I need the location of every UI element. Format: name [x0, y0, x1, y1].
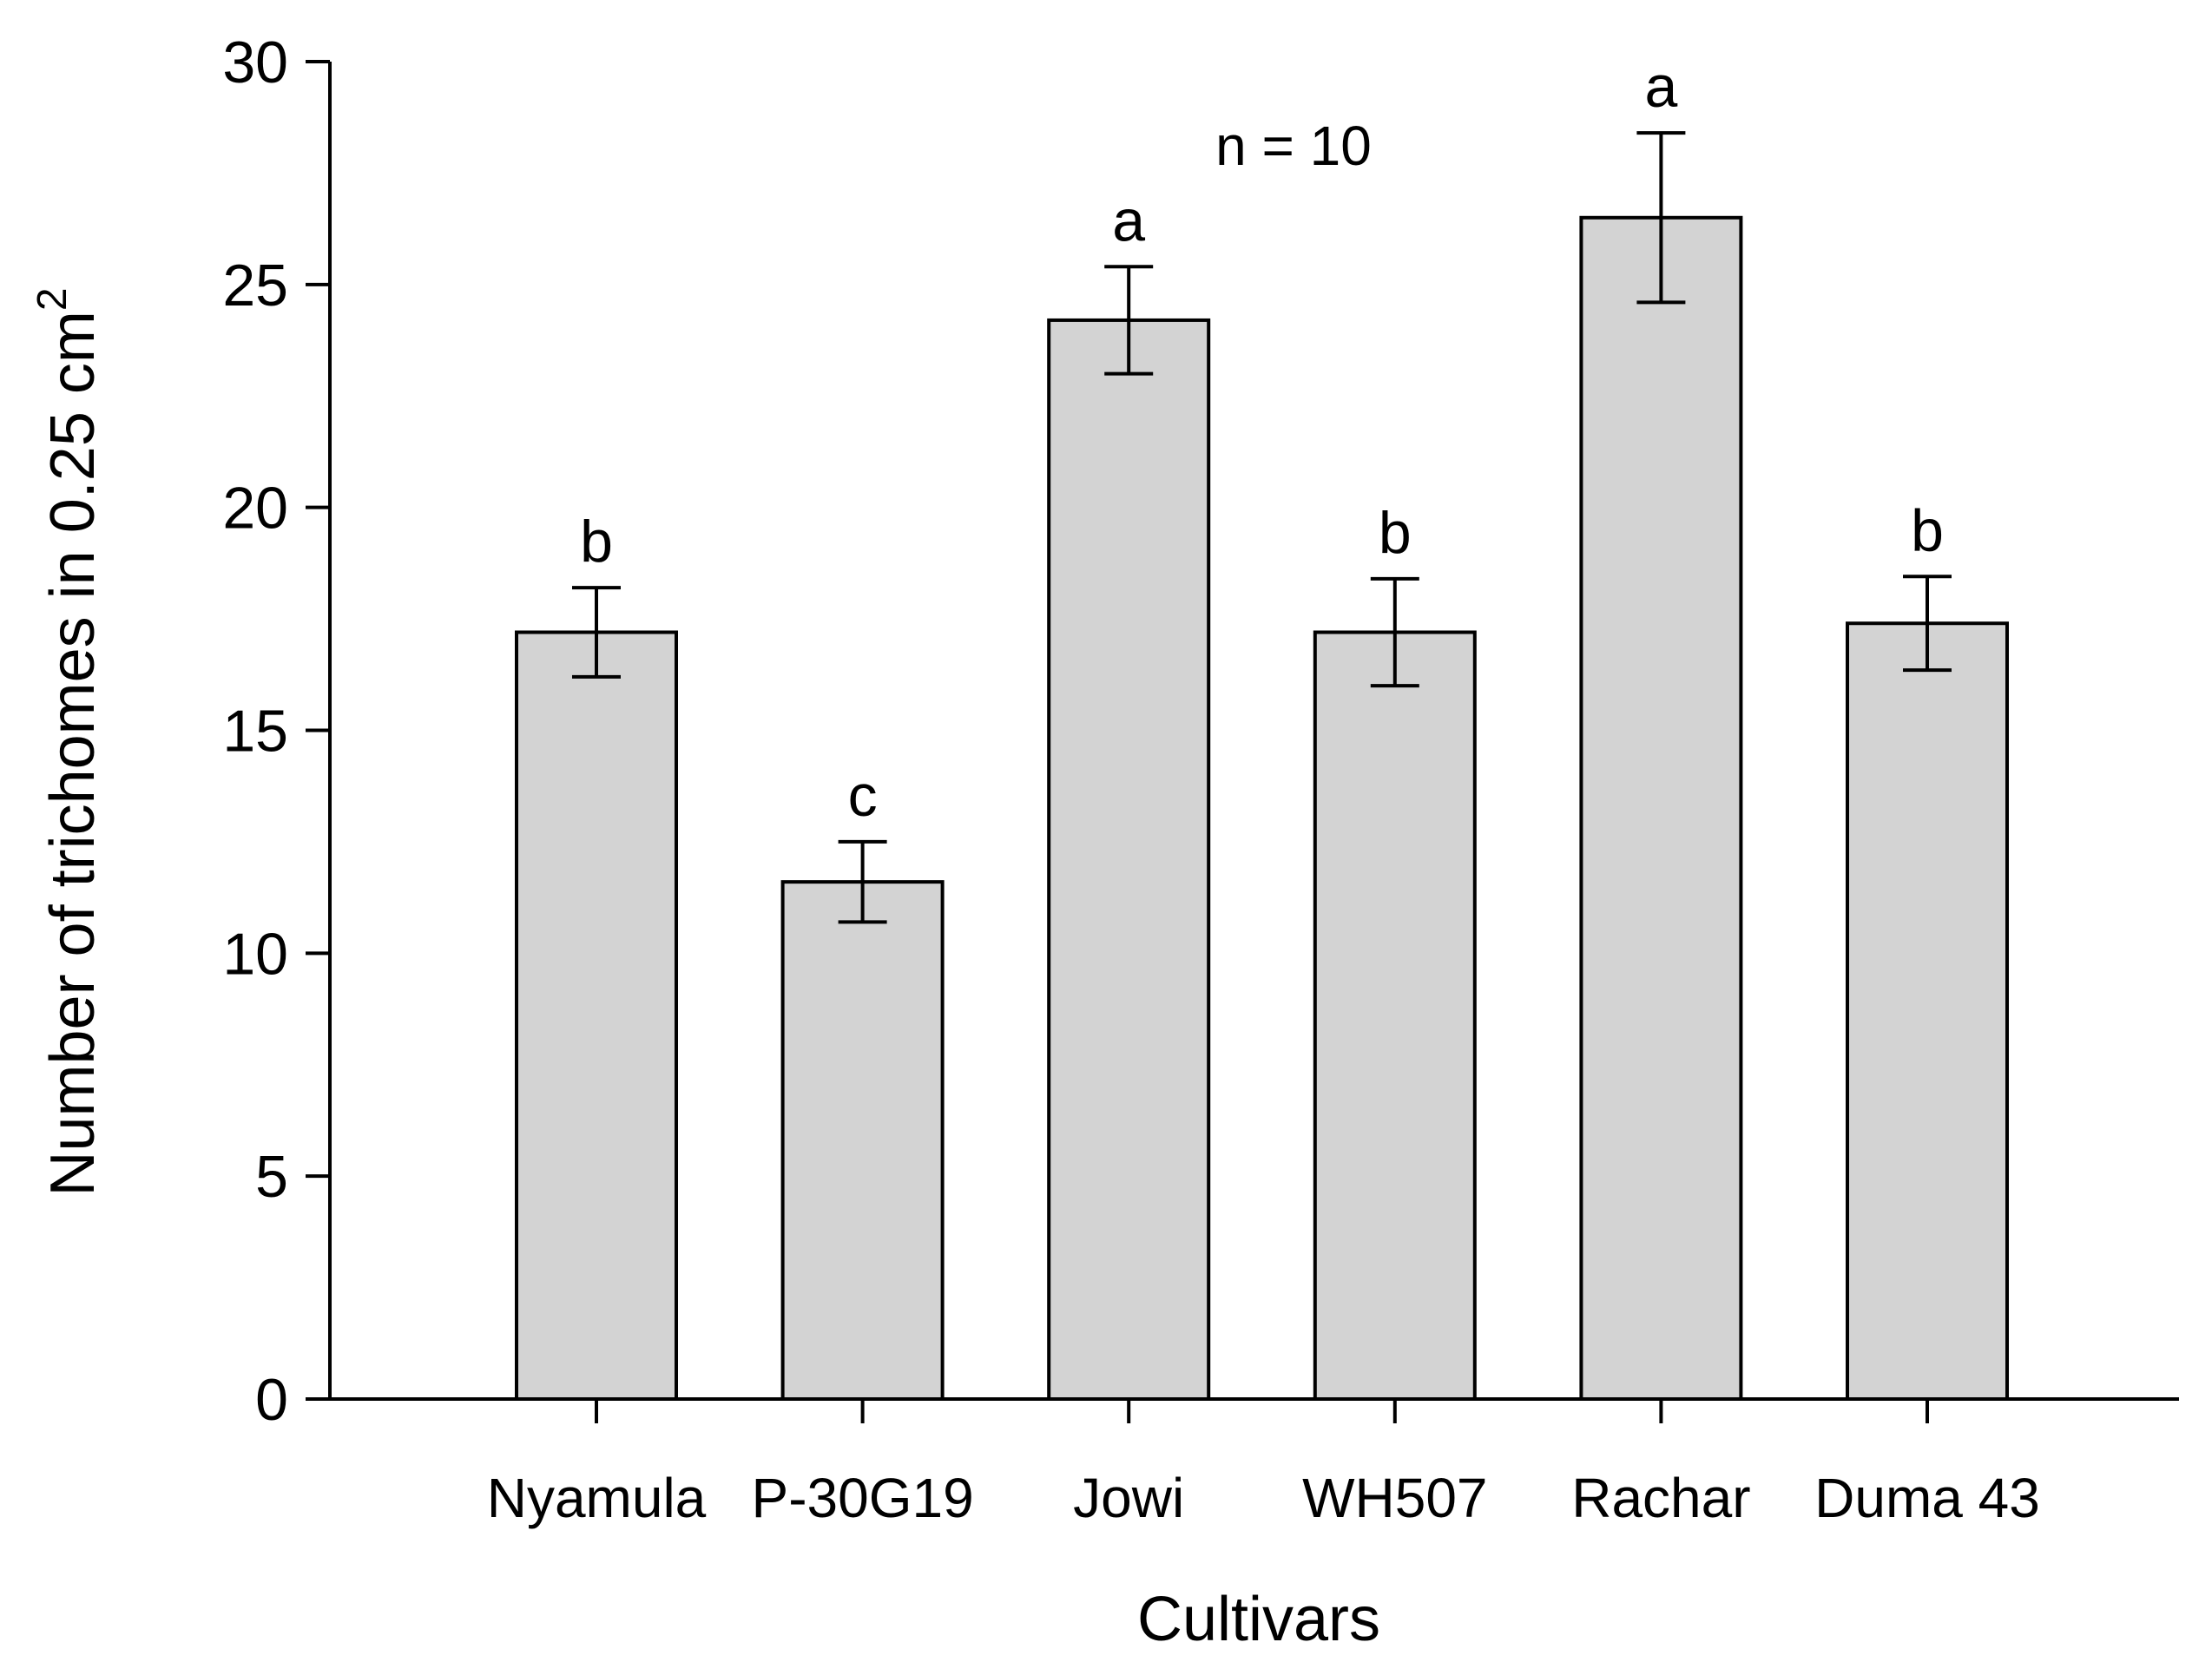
x-category-label: Rachar — [1571, 1467, 1750, 1529]
y-tick-label: 20 — [222, 476, 288, 542]
bar-rachar — [1579, 215, 1743, 1402]
y-ticks-group: 0 5 10 15 20 25 30 — [222, 30, 330, 1433]
bar-jowi — [1047, 318, 1211, 1402]
y-tick-label: 30 — [222, 30, 288, 95]
y-axis-title-main: Number of trichomes in 0.25 cm — [38, 311, 108, 1196]
x-category-label: P-30G19 — [752, 1467, 974, 1529]
x-category-label: Nyamula — [487, 1467, 707, 1529]
bar-duma-43 — [1846, 621, 2009, 1401]
x-axis-title: Cultivars — [1137, 1585, 1380, 1654]
y-tick-label: 15 — [222, 699, 288, 765]
x-ticks-group: Nyamula P-30G19 Jowi WH507 Rachar Duma 43 — [487, 1399, 2040, 1529]
y-tick-label: 25 — [222, 253, 288, 319]
x-category-label: WH507 — [1302, 1467, 1487, 1529]
sample-size-annotation: n = 10 — [1215, 115, 1372, 177]
y-tick-label: 0 — [255, 1367, 288, 1433]
bar-wh507 — [1313, 630, 1477, 1401]
y-tick-label: 10 — [222, 921, 288, 987]
y-axis-title: Number of trichomes in 0.25 cm2 — [30, 287, 108, 1196]
y-axis-title-superscript: 2 — [30, 287, 76, 311]
bar-p-30g19 — [780, 880, 945, 1401]
significance-label: c — [848, 763, 878, 829]
significance-label: b — [580, 509, 613, 575]
x-category-label: Jowi — [1073, 1467, 1184, 1529]
bars-group — [515, 215, 2009, 1402]
significance-label: a — [1112, 187, 1145, 253]
bar-nyamula — [515, 630, 678, 1401]
significance-label: a — [1644, 54, 1677, 120]
error-bars-group — [572, 131, 1952, 924]
significance-label: b — [1911, 497, 1944, 563]
x-category-label: Duma 43 — [1814, 1467, 2040, 1529]
significance-labels-group: b c a b a b — [580, 54, 1944, 829]
significance-label: b — [1379, 500, 1412, 566]
y-tick-label: 5 — [255, 1144, 288, 1210]
